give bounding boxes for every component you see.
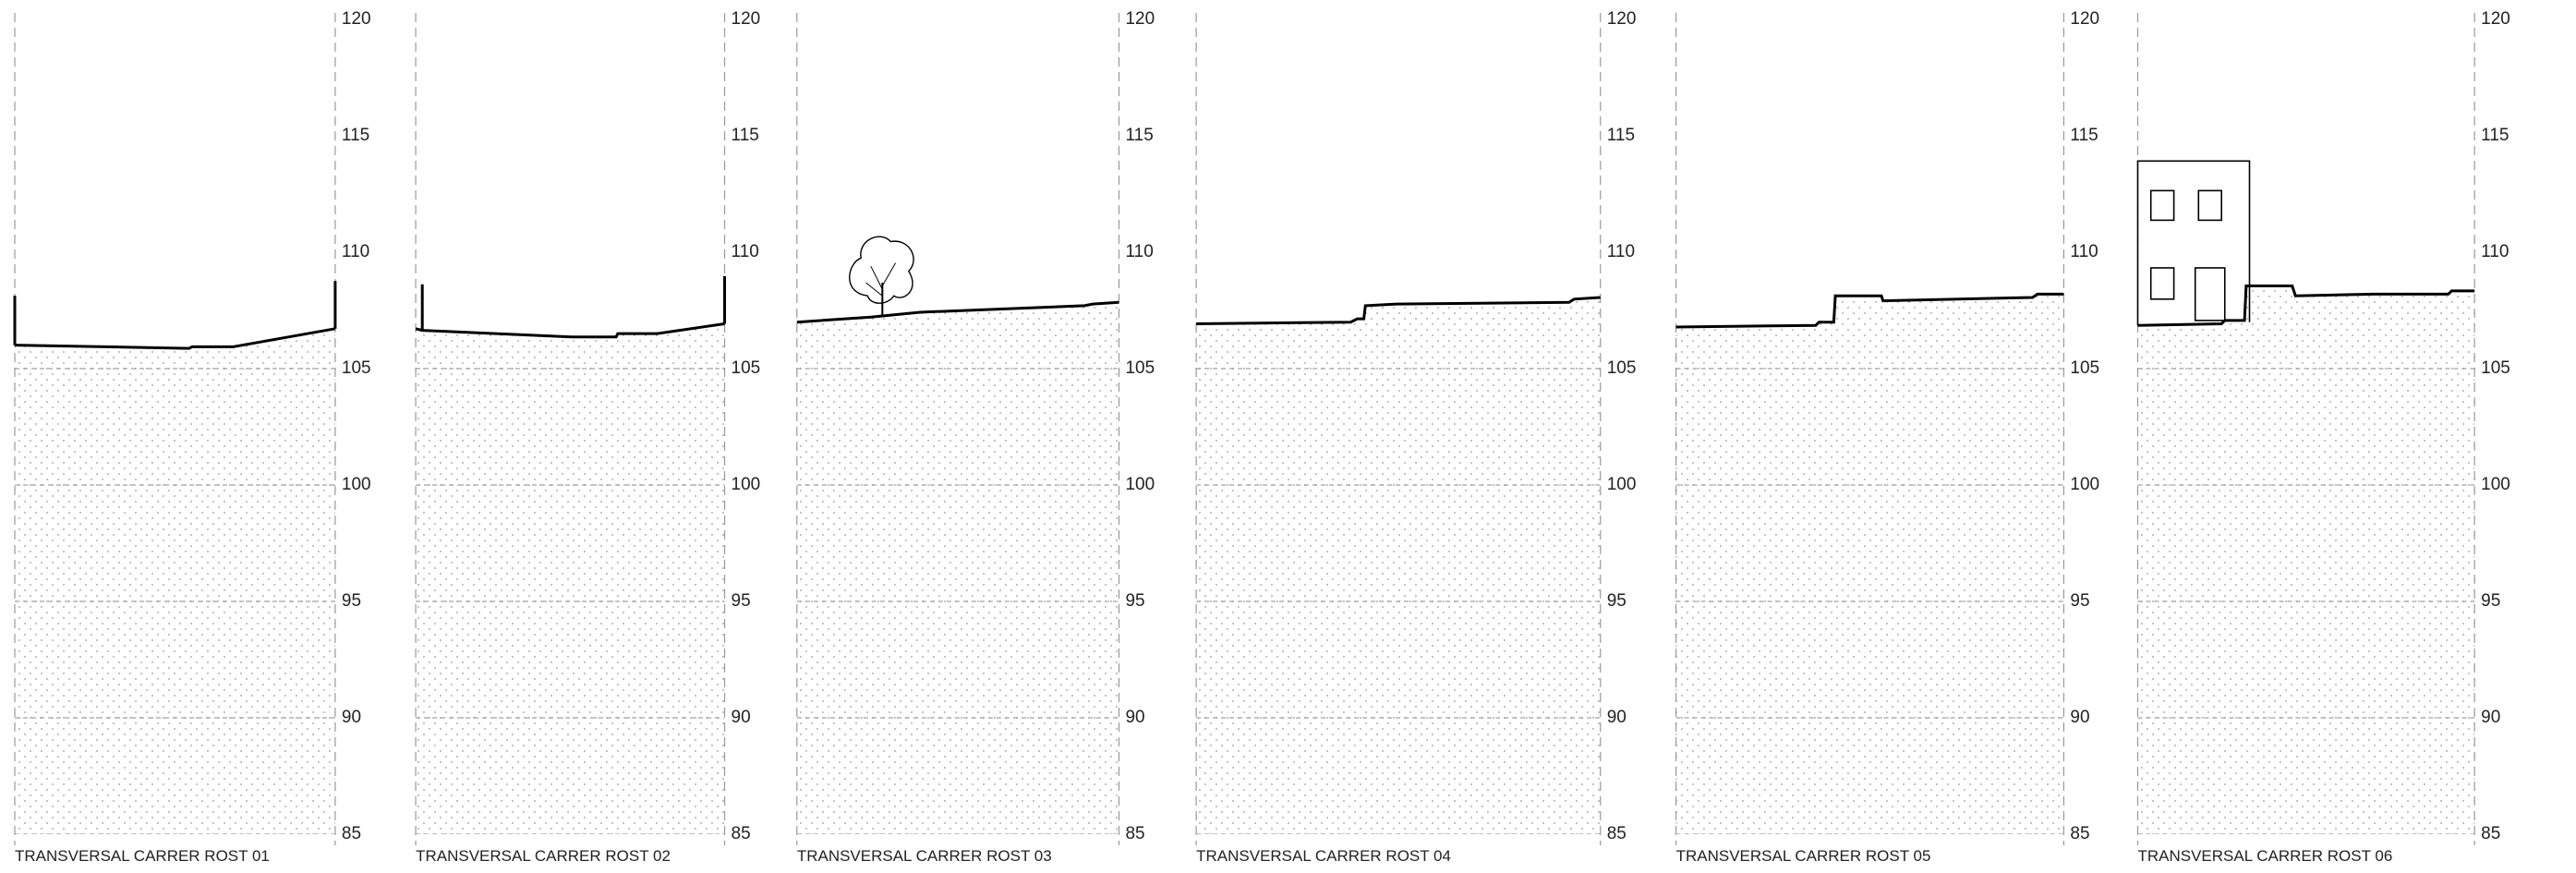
ground-line: [2137, 285, 2475, 327]
ground-fill: [2137, 285, 2475, 834]
elevation-label: 120: [1125, 9, 1155, 29]
ground-fill: [1675, 294, 2064, 834]
elevation-label: 115: [2481, 126, 2509, 145]
elevation-label: 85: [2070, 824, 2089, 843]
section-title: TRANSVERSAL CARRER ROST 04: [1196, 847, 1451, 865]
elevation-label: 85: [1607, 824, 1627, 843]
section-title: TRANSVERSAL CARRER ROST 01: [15, 847, 270, 865]
section-title: TRANSVERSAL CARRER ROST 02: [416, 847, 671, 865]
elevation-label: 95: [1607, 591, 1627, 611]
elevation-label: 95: [1125, 591, 1144, 611]
elevation-label: 90: [2070, 708, 2089, 727]
elevation-label: 100: [732, 475, 761, 494]
ground-fill: [15, 328, 335, 834]
elevation-label: 105: [2070, 358, 2099, 378]
elevation-label: 120: [342, 9, 371, 29]
elevation-label: 120: [2481, 9, 2510, 29]
elevation-label: 100: [342, 475, 371, 494]
building-opening: [2197, 189, 2223, 222]
section: 120 115 110 105 100 95 90 85 TRANSVERSAL CARRER …: [415, 9, 761, 865]
elevation-label: 115: [1125, 126, 1153, 145]
elevation-label: 90: [732, 708, 751, 727]
building-opening: [2149, 267, 2175, 300]
elevation-label: 95: [2070, 591, 2089, 611]
elevation-label: 85: [342, 824, 361, 843]
elevation-label: 110: [2070, 242, 2098, 261]
elevation-label: 85: [1125, 824, 1144, 843]
section-title: TRANSVERSAL CARRER ROST 05: [1676, 847, 1931, 865]
elevation-label: 90: [342, 708, 361, 727]
section-title: TRANSVERSAL CARRER ROST 06: [2137, 847, 2392, 865]
elevation-label: 100: [1607, 475, 1637, 494]
elevation-label: 120: [1607, 9, 1637, 29]
elevation-label: 90: [1125, 708, 1144, 727]
ground-line: [415, 322, 725, 339]
elevation-label: 90: [2481, 708, 2500, 727]
elevation-label: 115: [1607, 126, 1635, 145]
elevation-label: 105: [1607, 358, 1637, 378]
section: 120 115 110 105 100 95 90 85 TRANSVERSAL CARRER …: [796, 9, 1155, 865]
elevation-label: 120: [2070, 9, 2099, 29]
building-opening: [2194, 267, 2226, 321]
elevation-label: 100: [2070, 475, 2099, 494]
elevation-label: 85: [732, 824, 751, 843]
tree-crown: [849, 236, 914, 304]
ground-line: [1675, 292, 2064, 329]
elevation-label: 100: [2481, 475, 2510, 494]
section: 120 115 110 105 100 95 90 85 TRANSVERSAL CARRER …: [1195, 9, 1637, 865]
ground-line: [14, 327, 336, 350]
ground-fill: [1196, 297, 1601, 834]
elevation-label: 105: [2481, 358, 2510, 378]
elevation-label: 95: [732, 591, 751, 611]
ground-fill: [796, 302, 1119, 834]
tree-branches: [865, 262, 896, 297]
elevation-label: 110: [1125, 242, 1153, 261]
elevation-label: 115: [2070, 126, 2098, 145]
section-title: TRANSVERSAL CARRER ROST 03: [797, 847, 1052, 865]
building-opening: [2149, 189, 2175, 222]
elevation-label: 110: [342, 242, 369, 261]
elevation-label: 120: [732, 9, 761, 29]
elevation-label: 105: [1125, 358, 1155, 378]
elevation-label: 100: [1125, 475, 1155, 494]
ground-line: [796, 300, 1119, 324]
elevation-label: 115: [732, 126, 759, 145]
elevation-label: 85: [2481, 824, 2500, 843]
ground-fill: [416, 323, 725, 834]
elevation-label: 90: [1607, 708, 1627, 727]
elevation-label: 110: [732, 242, 759, 261]
building: [2136, 160, 2251, 326]
elevation-label: 95: [342, 591, 361, 611]
elevation-label: 110: [2481, 242, 2509, 261]
tree: [849, 236, 914, 318]
elevation-label: 105: [342, 358, 371, 378]
section: 120 115 110 105 100 95 90 85 TRANSVERSAL CARRER …: [13, 9, 371, 865]
section: 120 115 110 105 100 95 90 85 TRANSVERSAL CARRER …: [2136, 9, 2510, 865]
section: 120 115 110 105 100 95 90 85 TRANSVERSAL CARRER …: [1675, 9, 2099, 865]
elevation-label: 115: [342, 126, 369, 145]
elevation-label: 110: [1607, 242, 1635, 261]
building-outline: [2136, 160, 2251, 326]
elevation-label: 95: [2481, 591, 2500, 611]
ground-line: [1196, 296, 1601, 325]
elevation-label: 105: [732, 358, 761, 378]
